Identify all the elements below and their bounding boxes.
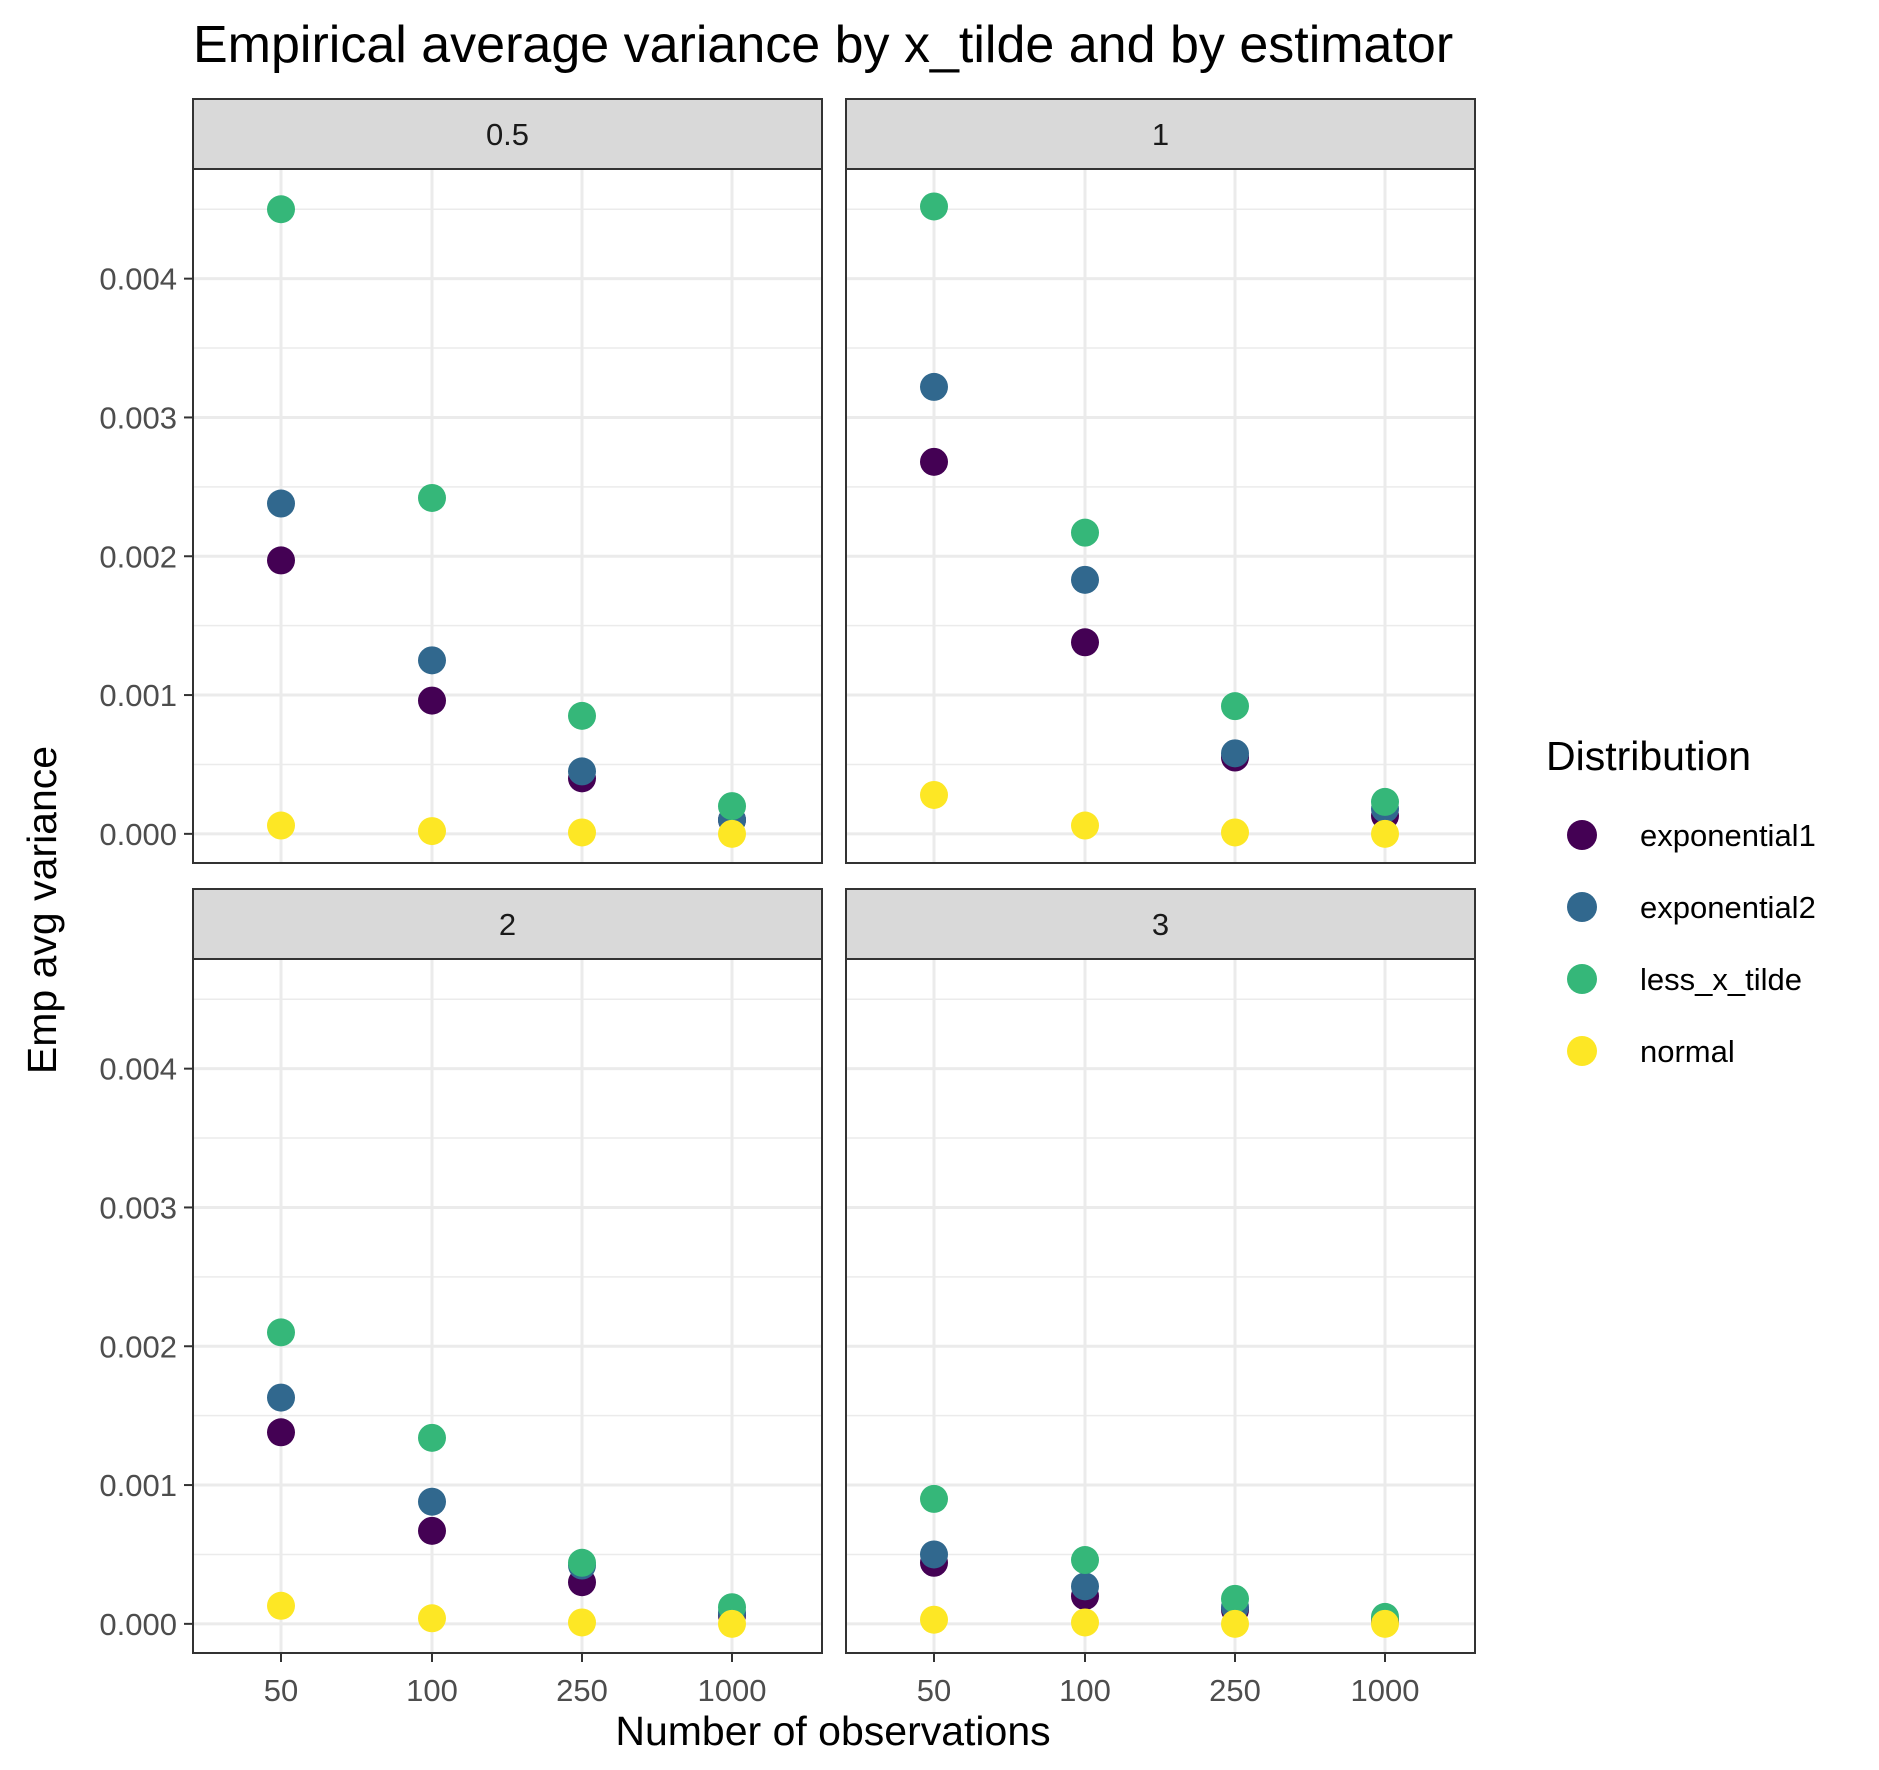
y-tick-label: 0.003 — [99, 1190, 177, 1225]
x-tick-label: 250 — [1209, 1673, 1261, 1708]
point-exponential1-50 — [267, 546, 295, 575]
x-tick-label: 1000 — [1351, 1673, 1420, 1708]
x-axis: 50 100 250 1000 50 100 250 1000 — [264, 1653, 1420, 1708]
point-less_x_tilde-50 — [920, 1484, 948, 1513]
point-normal-250 — [568, 818, 596, 847]
point-less_x_tilde-1000 — [1371, 787, 1399, 816]
legend-title: Distribution — [1546, 733, 1751, 779]
point-exponential1-100 — [418, 1516, 446, 1545]
point-normal-50 — [267, 811, 295, 840]
point-exponential2-100 — [418, 1487, 446, 1516]
panel-background — [193, 169, 822, 863]
point-normal-1000 — [1371, 1609, 1399, 1638]
facet-strip — [845, 888, 1476, 960]
chart-title: Empirical average variance by x_tilde an… — [193, 16, 1453, 74]
x-tick-label: 50 — [917, 1673, 951, 1708]
point-less_x_tilde-100 — [1071, 1546, 1099, 1575]
facet-panel-0.5: 0.5 — [192, 98, 823, 864]
x-tick-label: 100 — [1059, 1673, 1111, 1708]
point-normal-50 — [920, 780, 948, 809]
point-less_x_tilde-250 — [568, 1548, 596, 1577]
point-normal-1000 — [718, 819, 746, 848]
point-normal-50 — [267, 1591, 295, 1620]
point-normal-100 — [418, 1604, 446, 1633]
panel-background — [846, 959, 1475, 1653]
legend-entries: exponential1 exponential2 less_x_tildenorm… — [1567, 818, 1816, 1069]
point-less_x_tilde-1000 — [718, 792, 746, 821]
legend-label-exponential1: exponential1 — [1640, 818, 1816, 853]
point-exponential1-100 — [1071, 628, 1099, 657]
y-axis: 0.000 0.001 0.002 0.003 0.004 0.000 0.001 0.002… — [99, 262, 193, 1642]
y-tick-label: 0.001 — [99, 1468, 177, 1503]
y-tick-label: 0.000 — [99, 817, 177, 852]
x-axis-title: Number of observations — [615, 1708, 1050, 1754]
legend-key-less_x_tilde — [1567, 964, 1597, 994]
point-less_x_tilde-250 — [1221, 692, 1249, 721]
facet-strip-label: 2 — [499, 907, 516, 942]
point-exponential1-50 — [920, 447, 948, 476]
legend-label-normal: normal — [1640, 1034, 1735, 1069]
point-exponential2-250 — [568, 757, 596, 786]
facet-strip-label: 0.5 — [486, 117, 529, 152]
point-exponential1-100 — [418, 686, 446, 715]
point-normal-1000 — [718, 1609, 746, 1638]
y-axis-title: Emp avg variance — [19, 746, 65, 1074]
y-tick-label: 0.003 — [99, 400, 177, 435]
point-less_x_tilde-250 — [568, 701, 596, 730]
point-exponential2-50 — [920, 1540, 948, 1569]
y-tick-label: 0.002 — [99, 539, 177, 574]
point-exponential2-100 — [1071, 565, 1099, 594]
legend-label-less_x_tilde: less_x_tilde — [1640, 962, 1802, 997]
facet-strip — [192, 888, 823, 960]
point-normal-250 — [1221, 1609, 1249, 1638]
facet-strip-label: 3 — [1152, 907, 1169, 942]
facet-strip — [192, 98, 823, 170]
legend-key-exponential1 — [1567, 820, 1597, 850]
y-tick-label: 0.001 — [99, 678, 177, 713]
panel-background — [193, 959, 822, 1653]
point-less_x_tilde-50 — [267, 1318, 295, 1347]
point-exponential2-100 — [418, 646, 446, 675]
legend-key-exponential2 — [1567, 892, 1597, 922]
point-exponential2-100 — [1071, 1572, 1099, 1601]
panels: 0.5 1 2 3 — [192, 98, 1476, 1654]
facet-panel-2: 2 — [192, 888, 823, 1654]
point-normal-250 — [1221, 818, 1249, 847]
facet-panel-1: 1 — [845, 98, 1476, 864]
legend-key-normal — [1567, 1036, 1597, 1066]
facet-panel-3: 3 — [845, 888, 1476, 1654]
point-less_x_tilde-250 — [1221, 1584, 1249, 1613]
point-normal-250 — [568, 1608, 596, 1637]
point-normal-50 — [920, 1605, 948, 1634]
point-less_x_tilde-100 — [418, 483, 446, 512]
point-less_x_tilde-100 — [418, 1423, 446, 1452]
panel-background — [846, 169, 1475, 863]
y-tick-label: 0.002 — [99, 1329, 177, 1364]
legend: Distribution exponential1 exponential2 les… — [1546, 733, 1816, 1069]
point-exponential2-50 — [920, 372, 948, 401]
point-exponential2-50 — [267, 489, 295, 518]
facet-strip — [845, 98, 1476, 170]
point-less_x_tilde-100 — [1071, 518, 1099, 547]
point-normal-100 — [1071, 811, 1099, 840]
point-exponential1-50 — [267, 1418, 295, 1447]
point-exponential2-50 — [267, 1383, 295, 1412]
point-exponential2-250 — [1221, 739, 1249, 768]
point-normal-100 — [418, 817, 446, 846]
legend-label-exponential2: exponential2 — [1640, 890, 1816, 925]
point-less_x_tilde-50 — [267, 195, 295, 224]
y-tick-label: 0.004 — [99, 1052, 177, 1087]
point-less_x_tilde-50 — [920, 192, 948, 221]
facet-strip-label: 1 — [1152, 117, 1169, 152]
y-tick-label: 0.004 — [99, 262, 177, 297]
x-tick-label: 100 — [406, 1673, 458, 1708]
point-normal-1000 — [1371, 819, 1399, 848]
x-tick-label: 1000 — [698, 1673, 767, 1708]
x-tick-label: 250 — [556, 1673, 608, 1708]
x-tick-label: 50 — [264, 1673, 298, 1708]
point-normal-100 — [1071, 1608, 1099, 1637]
y-tick-label: 0.000 — [99, 1607, 177, 1642]
